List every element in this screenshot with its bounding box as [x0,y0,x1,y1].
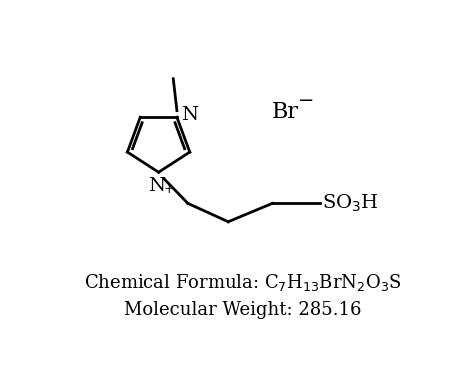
Text: −: − [298,92,314,110]
Text: Chemical Formula: C$_7$H$_{13}$BrN$_2$O$_3$S: Chemical Formula: C$_7$H$_{13}$BrN$_2$O$… [84,272,402,293]
Text: Br: Br [272,101,299,123]
Text: Molecular Weight: 285.16: Molecular Weight: 285.16 [124,301,362,319]
Text: +: + [164,182,174,195]
Text: N: N [148,177,165,195]
Text: N: N [182,106,198,124]
Text: SO$_3$H: SO$_3$H [322,193,378,214]
